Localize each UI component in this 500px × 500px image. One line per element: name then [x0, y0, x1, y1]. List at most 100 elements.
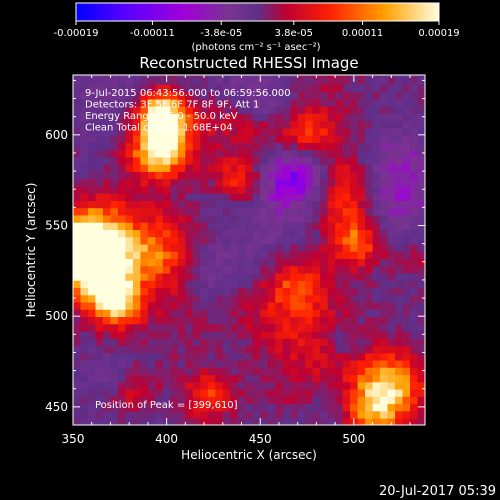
- heatmap-cell: [342, 127, 351, 136]
- heatmap-cell: [87, 279, 97, 289]
- heatmap-cell: [275, 308, 284, 318]
- heatmap-cell: [365, 359, 374, 368]
- heatmap-cell: [162, 265, 171, 274]
- heatmap-cell: [132, 359, 142, 368]
- heatmap-cell: [215, 374, 224, 383]
- heatmap-cell: [282, 84, 291, 93]
- heatmap-cell: [147, 156, 156, 165]
- heatmap-cell: [410, 337, 419, 347]
- heatmap-cell: [357, 417, 366, 425]
- heatmap-cell: [410, 185, 419, 194]
- heatmap-cell: [222, 388, 231, 397]
- heatmap-cell: [132, 171, 142, 180]
- heatmap-cell: [245, 98, 254, 107]
- heatmap-cell: [200, 359, 209, 368]
- heatmap-cell: [222, 200, 231, 209]
- heatmap-cell: [290, 120, 299, 129]
- heatmap-cell: [335, 374, 344, 383]
- heatmap-cell: [282, 149, 291, 158]
- heatmap-cell: [365, 388, 374, 397]
- heatmap-cell: [222, 374, 231, 383]
- heatmap-cell: [380, 279, 389, 289]
- heatmap-cell: [372, 229, 381, 238]
- heatmap-cell: [237, 352, 246, 361]
- heatmap-cell: [192, 134, 201, 143]
- heatmap-cell: [110, 163, 119, 172]
- heatmap-cell: [117, 337, 127, 347]
- heatmap-cell: [312, 120, 321, 129]
- heatmap-cell: [357, 156, 366, 165]
- heatmap-cell: [297, 330, 306, 339]
- heatmap-cell: [185, 316, 194, 325]
- heatmap-cell: [177, 250, 186, 259]
- heatmap-cell: [267, 301, 276, 310]
- heatmap-cell: [312, 395, 321, 405]
- heatmap-cell: [87, 236, 97, 245]
- heatmap-cell: [387, 84, 396, 93]
- heatmap-cell: [207, 171, 216, 180]
- heatmap-cell: [320, 98, 329, 107]
- heatmap-cell: [245, 417, 254, 425]
- heatmap-cell: [200, 417, 209, 425]
- heatmap-cell: [282, 134, 291, 143]
- heatmap-cell: [177, 98, 186, 107]
- heatmap-cell: [125, 236, 134, 245]
- heatmap-cell: [267, 243, 276, 252]
- heatmap-cell: [342, 374, 351, 383]
- heatmap-cell: [372, 403, 381, 412]
- heatmap-cell: [342, 352, 351, 361]
- heatmap-cell: [305, 163, 314, 172]
- heatmap-cell: [215, 395, 224, 405]
- heatmap-cell: [170, 279, 179, 289]
- heatmap-cell: [417, 98, 425, 107]
- heatmap-cell: [372, 417, 381, 425]
- heatmap-cell: [402, 352, 411, 361]
- heatmap-cell: [395, 207, 404, 216]
- heatmap-cell: [402, 91, 411, 100]
- heatmap-cell: [260, 192, 269, 201]
- heatmap-cell: [87, 374, 97, 383]
- heatmap-cell: [117, 120, 127, 129]
- heatmap-cell: [342, 294, 351, 303]
- heatmap-cell: [80, 374, 89, 383]
- heatmap-cell: [222, 279, 231, 289]
- heatmap-cell: [170, 156, 179, 165]
- heatmap-cell: [327, 258, 336, 267]
- heatmap-cell: [230, 330, 239, 339]
- heatmap-cell: [140, 149, 149, 158]
- heatmap-cell: [342, 316, 351, 325]
- heatmap-cell: [80, 381, 89, 390]
- heatmap-cell: [275, 388, 284, 397]
- heatmap-cell: [395, 381, 404, 390]
- heatmap-cell: [342, 395, 351, 405]
- heatmap-cell: [177, 287, 186, 296]
- heatmap-cell: [87, 381, 97, 390]
- heatmap-cell: [237, 359, 246, 368]
- heatmap-cell: [297, 142, 306, 151]
- heatmap-cell: [410, 98, 419, 107]
- heatmap-cell: [275, 403, 284, 412]
- heatmap-cell: [335, 381, 344, 390]
- heatmap-cell: [335, 250, 344, 259]
- heatmap-cell: [155, 308, 164, 318]
- colorbar-ticks: -0.00019 -0.00011 -3.8e-05 3.8e-05 0.00011 0.…: [54, 21, 460, 39]
- heatmap-cell: [185, 294, 194, 303]
- heatmap-cell: [357, 207, 366, 216]
- heatmap-cell: [80, 75, 89, 78]
- heatmap-cell: [200, 221, 209, 230]
- heatmap-cell: [372, 410, 381, 419]
- heatmap-cell: [290, 381, 299, 390]
- heatmap-cell: [305, 403, 314, 412]
- heatmap-cell: [350, 301, 359, 310]
- heatmap-cell: [192, 279, 201, 289]
- heatmap-cell: [365, 142, 374, 151]
- heatmap-cell: [260, 417, 269, 425]
- heatmap-cell: [267, 388, 276, 397]
- heatmap-cell: [87, 200, 97, 209]
- heatmap-cell: [320, 178, 329, 187]
- heatmap-cell: [140, 185, 149, 194]
- heatmap-cell: [73, 250, 82, 259]
- heatmap-cell: [252, 243, 261, 252]
- heatmap-cell: [207, 417, 216, 425]
- heatmap-cell: [387, 192, 396, 201]
